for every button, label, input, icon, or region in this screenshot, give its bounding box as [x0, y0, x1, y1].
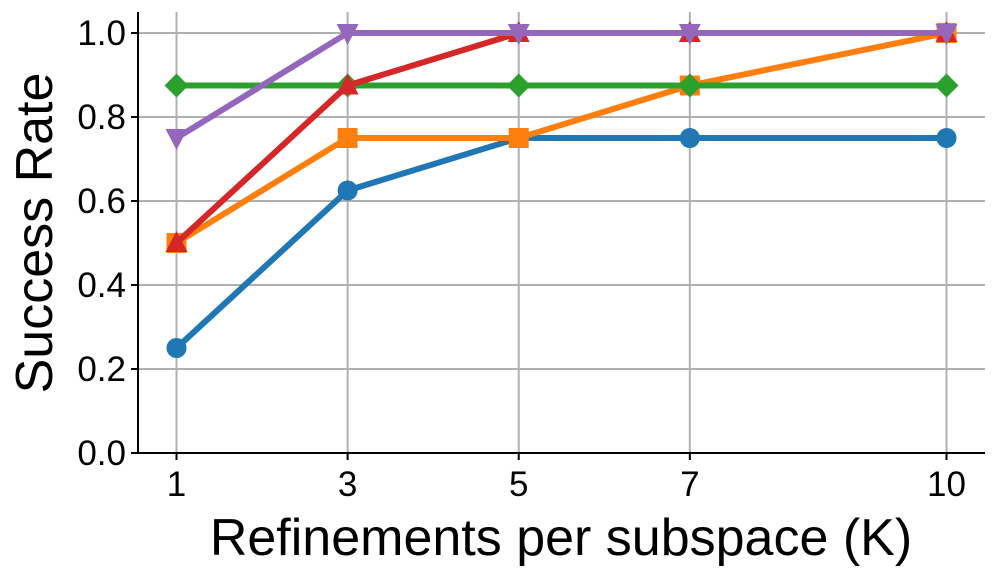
series-4 [165, 24, 958, 150]
x-tick-label-4: 10 [927, 465, 966, 504]
series-0-point-0 [166, 338, 187, 358]
series-1-point-2 [508, 128, 529, 148]
series-0-point-3 [679, 128, 700, 148]
x-tick-label-3: 7 [680, 465, 699, 504]
y-tick-label-2: 0.4 [77, 266, 126, 305]
series-4-point-3 [678, 24, 701, 45]
y-axis-label: Success Rate [6, 73, 64, 394]
series-2-point-2 [506, 73, 531, 98]
series-2 [164, 73, 959, 98]
series-3-point-0 [165, 231, 188, 252]
series-1-point-1 [337, 128, 358, 148]
tick-labels: 1 3 5 7 10 0.0 0.2 0.4 0.6 0.8 1.0 [77, 14, 966, 504]
x-tick-label-1: 3 [338, 465, 357, 504]
y-tick-label-3: 0.6 [77, 182, 126, 221]
y-tick-label-4: 0.8 [77, 98, 126, 137]
series-2-point-4 [934, 73, 959, 98]
series-0 [166, 128, 957, 358]
y-tick-label-0: 0.0 [77, 434, 126, 473]
series-4-point-0 [165, 129, 188, 150]
x-axis-label: Refinements per subspace (K) [210, 509, 912, 567]
series-0-point-4 [936, 128, 957, 148]
axes [131, 12, 985, 460]
series-4-point-2 [507, 24, 530, 45]
series-4-point-1 [336, 24, 359, 45]
grid [138, 12, 985, 454]
y-tick-label-5: 1.0 [77, 14, 126, 53]
y-tick-label-1: 0.2 [77, 350, 126, 389]
series-3-point-1 [336, 73, 359, 95]
series-2-point-3 [677, 73, 702, 98]
series-2-point-0 [164, 73, 189, 98]
series-4-point-4 [935, 24, 958, 45]
x-tick-label-2: 5 [509, 465, 528, 504]
series-0-point-1 [337, 180, 358, 201]
x-tick-label-0: 1 [167, 465, 186, 504]
series-layer [164, 21, 959, 358]
